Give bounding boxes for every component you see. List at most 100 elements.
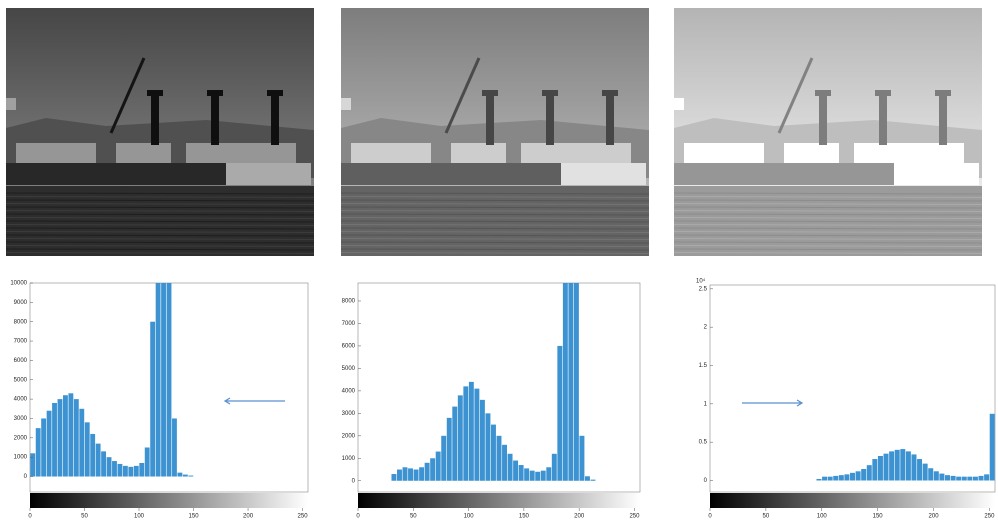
- gray-bar: [358, 493, 640, 508]
- histogram-bar: [844, 474, 849, 480]
- histogram-bar: [491, 425, 496, 481]
- x-tick-label: 200: [929, 514, 940, 520]
- y-tick-label: 7000: [14, 339, 28, 345]
- histogram-bar: [123, 466, 128, 477]
- photo: [341, 8, 649, 256]
- histogram-bar: [828, 477, 833, 481]
- histogram-bar: [822, 477, 827, 481]
- histogram-bar: [535, 472, 540, 481]
- histogram-bar: [96, 444, 101, 477]
- y-tick-label: 1.5: [699, 363, 708, 369]
- histogram-bar: [541, 471, 546, 481]
- x-tick-label: 50: [81, 514, 88, 520]
- histogram-bar: [425, 463, 430, 481]
- histogram-bar: [524, 468, 529, 480]
- histogram-bar: [574, 283, 579, 481]
- histogram-bar: [391, 474, 396, 481]
- gray-bar: [710, 493, 995, 508]
- histogram-bar: [463, 386, 468, 480]
- histogram-bar: [856, 471, 861, 480]
- y-tick-label: 5000: [14, 377, 28, 383]
- figure: 0100020003000400050006000700080009000100…: [0, 0, 998, 523]
- gray-bar: [30, 493, 308, 508]
- histogram-bar: [889, 451, 894, 480]
- histogram-bar: [408, 468, 413, 480]
- y-tick-label: 1000: [342, 456, 356, 462]
- histogram-chart: 0100020003000400050006000700080009000100…: [10, 281, 308, 520]
- histogram-bar: [150, 322, 155, 477]
- histogram-bar: [928, 468, 933, 480]
- histogram-bar: [900, 449, 905, 480]
- y-tick-label: 3000: [342, 411, 356, 417]
- histogram-bar: [41, 418, 46, 476]
- histogram-bar: [90, 434, 95, 477]
- histogram-bar: [79, 409, 84, 477]
- photo: [674, 8, 982, 256]
- histogram-bar: [474, 389, 479, 481]
- histogram-bar: [85, 422, 90, 476]
- y-tick-label: 2.5: [699, 286, 708, 292]
- histogram-bar: [397, 470, 402, 481]
- y-tick-label: 2000: [342, 433, 356, 439]
- axis-multiplier: 10⁴: [696, 278, 706, 285]
- histogram-bar: [979, 476, 984, 481]
- y-tick-label: 6000: [14, 358, 28, 364]
- histogram-bar: [74, 399, 79, 476]
- histogram-bar: [414, 470, 419, 481]
- histogram-bar: [884, 454, 889, 481]
- histogram-bar: [934, 471, 939, 480]
- histogram-bar: [58, 399, 63, 476]
- histogram-bar: [47, 411, 52, 477]
- y-tick-label: 10000: [10, 281, 27, 287]
- y-tick-label: 5000: [342, 366, 356, 372]
- histogram-bar: [30, 453, 35, 476]
- x-tick-label: 200: [574, 514, 585, 520]
- histogram-bar: [923, 464, 928, 481]
- y-tick-label: 0: [24, 474, 28, 480]
- histogram-bar: [839, 475, 844, 480]
- histogram-bar: [563, 283, 568, 481]
- histogram-bar: [52, 403, 57, 477]
- y-tick-label: 1: [704, 401, 708, 407]
- histogram-bar: [403, 467, 408, 480]
- histogram-bar: [112, 461, 117, 476]
- histogram-bar: [497, 436, 502, 481]
- histogram-bar: [458, 395, 463, 480]
- x-tick-label: 100: [134, 514, 145, 520]
- histogram-bar: [833, 476, 838, 481]
- histogram-bar: [161, 283, 166, 477]
- histogram-bar: [895, 450, 900, 481]
- histogram-bar: [118, 464, 123, 477]
- y-tick-label: 2000: [14, 435, 28, 441]
- y-tick-label: 3000: [14, 416, 28, 422]
- x-tick-label: 0: [28, 514, 32, 520]
- histogram-bar: [188, 476, 193, 477]
- histogram-bar: [867, 465, 872, 480]
- histogram-bar: [508, 454, 513, 481]
- x-tick-label: 50: [763, 514, 770, 520]
- histogram-bar: [962, 477, 967, 481]
- histogram-bar: [441, 436, 446, 481]
- y-tick-label: 0: [352, 478, 356, 484]
- histogram-bar: [480, 400, 485, 481]
- photo: [6, 8, 314, 256]
- x-tick-label: 50: [410, 514, 417, 520]
- x-tick-label: 100: [817, 514, 828, 520]
- x-tick-label: 100: [464, 514, 475, 520]
- histogram-bar: [513, 461, 518, 481]
- histogram-bar: [172, 418, 177, 476]
- histogram-bar: [990, 414, 995, 481]
- histogram-bar: [134, 466, 139, 477]
- histogram-bar: [68, 393, 73, 476]
- x-tick-label: 250: [629, 514, 640, 520]
- histogram-bar: [436, 452, 441, 481]
- histogram-bar: [850, 473, 855, 481]
- plot-frame: [710, 285, 995, 492]
- x-tick-label: 200: [243, 514, 254, 520]
- histogram-bar: [430, 458, 435, 480]
- y-tick-label: 0: [704, 478, 708, 484]
- histogram-bar: [956, 477, 961, 481]
- histogram-bar: [591, 480, 596, 481]
